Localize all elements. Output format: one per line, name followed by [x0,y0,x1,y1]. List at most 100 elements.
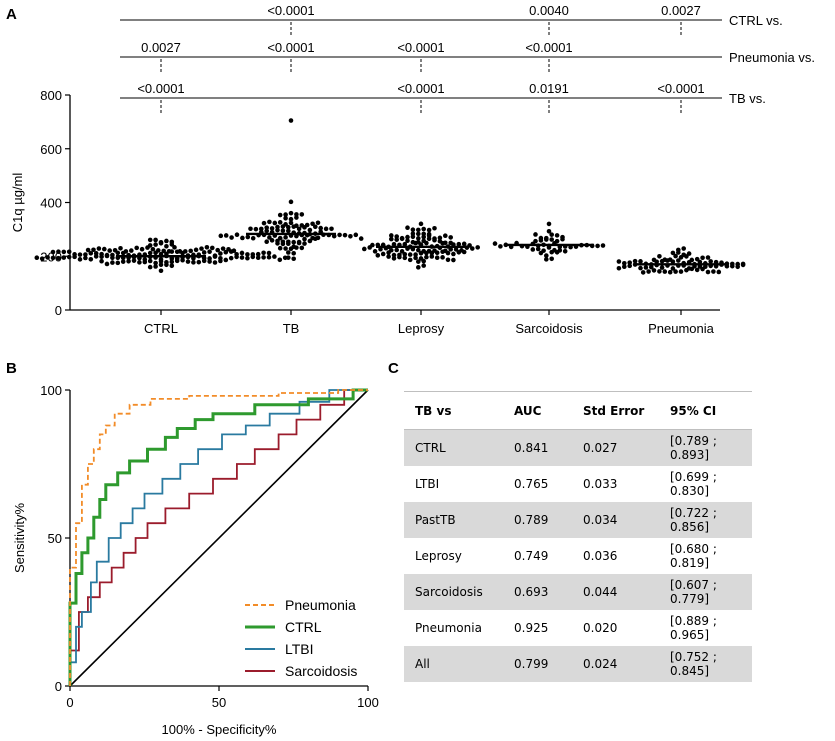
data-point [261,220,267,226]
data-point [110,255,115,261]
data-point [554,249,560,255]
data-point [716,269,722,275]
comparison-label: Pneumonia vs. [729,50,815,65]
table-cell: 0.033 [583,477,618,491]
data-point [670,266,676,271]
data-point [169,263,175,269]
data-point [234,254,239,260]
data-point [164,243,169,249]
data-point [475,245,481,250]
col-header: Std Error [572,391,659,430]
data-point [627,263,632,269]
data-point [188,248,193,254]
data-point [218,251,223,256]
y-axis-label: C1q µg/ml [10,173,25,233]
data-point [391,256,397,261]
data-point [283,215,288,221]
table-row: Sarcoidosis 0.693 0.044 [0.607 ; 0.779] [404,574,752,610]
data-point [440,240,445,246]
data-point [391,252,397,258]
data-point [546,221,552,227]
table-cell: 0.749 [514,549,549,563]
data-point [659,258,665,264]
data-point [416,236,421,241]
data-point [407,252,413,257]
data-point [77,257,83,262]
data-point [294,212,299,217]
data-point [294,245,299,250]
p-value-label: <0.0001 [525,40,572,55]
table-cell: 0.020 [583,621,618,635]
data-point [56,255,61,261]
table-cell: [0.752 ; 0.845] [659,646,752,682]
data-point [689,266,695,272]
data-point [410,227,416,233]
y-tick-label: 0 [55,679,62,694]
data-point [264,228,270,234]
data-point [380,251,386,257]
data-point [402,241,408,247]
data-point [239,250,245,256]
data-point [391,241,397,247]
data-point [640,270,646,275]
data-point [492,241,498,246]
p-value-label: 0.0027 [141,40,181,55]
data-point [45,255,50,260]
data-point [546,228,552,234]
data-point [288,199,294,205]
data-point [413,240,418,246]
data-point [654,259,659,265]
data-point [405,225,410,230]
data-point [137,260,142,265]
data-point [705,255,711,260]
data-point [210,245,215,251]
data-point [405,238,410,244]
data-point [673,269,678,274]
data-point [445,257,451,263]
data-point [223,249,229,255]
data-point [204,244,210,250]
data-point [215,247,220,253]
data-point [302,236,307,242]
p-value-label: 0.0040 [529,3,569,18]
table-header-row: TB vs AUC Std Error 95% CI [404,391,752,430]
data-point [694,256,700,262]
roc-line-ctrl [68,388,368,686]
data-point [158,259,164,264]
data-point [659,265,665,270]
data-point [342,232,348,238]
data-point [104,253,110,259]
data-point [421,226,427,232]
data-point [549,237,554,242]
data-point [115,260,121,266]
data-point [286,255,291,260]
y-tick-label: 50 [48,531,62,546]
p-value-label: <0.0001 [137,81,184,96]
data-point [264,225,270,230]
data-point [549,249,554,255]
data-point [291,256,297,262]
data-point [269,238,275,243]
data-point [180,250,185,256]
table-cell: 0.789 [503,502,572,538]
data-point [275,227,280,233]
data-point [261,250,266,256]
y-tick-label: 0 [55,303,62,318]
data-point [323,226,329,232]
data-point [402,255,408,261]
data-point [88,256,94,262]
table-cell: PastTB [404,502,503,538]
data-point [201,250,207,255]
data-point [153,264,158,269]
data-point [218,258,223,264]
data-point [386,250,391,255]
data-point [651,268,657,273]
data-point [549,232,554,237]
data-point [158,262,164,268]
data-point [142,259,148,265]
data-point [299,245,305,251]
data-point [402,251,408,257]
data-point [670,250,676,256]
data-point [150,246,156,252]
data-point [434,255,440,261]
